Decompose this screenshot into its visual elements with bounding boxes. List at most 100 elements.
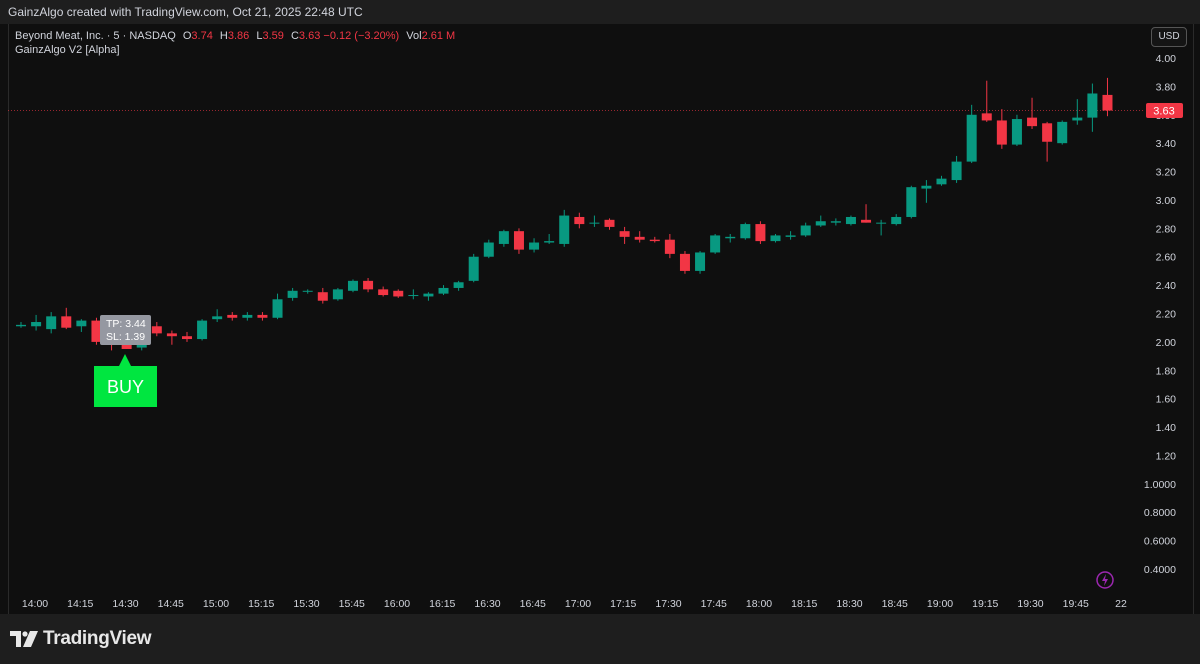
x-tick-label: 18:00 xyxy=(746,598,772,610)
candle xyxy=(604,218,615,230)
y-tick-label: 1.20 xyxy=(1156,450,1177,462)
tp-sl-box: TP: 3.44 SL: 1.39 xyxy=(100,315,151,345)
candle-body xyxy=(46,316,57,330)
x-tick-label: 18:45 xyxy=(882,598,908,610)
candle xyxy=(257,312,268,321)
y-tick-label: 0.8000 xyxy=(1144,507,1176,519)
candle xyxy=(287,287,298,301)
chart-area[interactable] xyxy=(8,24,1194,615)
candle xyxy=(906,185,917,219)
candle-body xyxy=(815,221,826,226)
y-tick-label: 0.6000 xyxy=(1144,536,1176,548)
candle-body xyxy=(1087,93,1098,118)
candle-body xyxy=(740,224,751,239)
y-tick-label: 2.80 xyxy=(1156,223,1177,235)
y-tick-label: 1.60 xyxy=(1156,394,1177,406)
candle-body xyxy=(755,224,766,242)
lightning-icon[interactable] xyxy=(1096,571,1114,589)
candle-body xyxy=(227,314,238,318)
y-tick-label: 3.00 xyxy=(1156,195,1177,207)
candle-body xyxy=(468,256,479,281)
x-tick-label: 17:30 xyxy=(655,598,681,610)
x-tick-label: 19:45 xyxy=(1063,598,1089,610)
candle-body xyxy=(378,289,389,296)
candle-body xyxy=(785,235,796,237)
candle xyxy=(46,312,57,334)
x-tick-label: 18:30 xyxy=(836,598,862,610)
candle-body xyxy=(710,235,721,253)
candle-body xyxy=(423,293,434,297)
candle-body xyxy=(151,326,162,334)
indicator-legend[interactable]: GainzAlgo V2 [Alpha] xyxy=(15,44,120,56)
candle xyxy=(91,317,102,345)
candle xyxy=(423,292,434,301)
candle-body xyxy=(1042,123,1053,142)
candle-body xyxy=(393,290,404,297)
candle xyxy=(830,218,841,226)
candle xyxy=(1072,99,1083,125)
x-tick-label: 14:30 xyxy=(112,598,138,610)
candle-body xyxy=(559,215,570,244)
candle-body xyxy=(981,113,992,121)
symbol-name[interactable]: Beyond Meat, Inc. · 5 · NASDAQ xyxy=(15,30,176,42)
candle xyxy=(529,238,540,253)
x-tick-label: 15:00 xyxy=(203,598,229,610)
candle-body xyxy=(574,216,585,225)
candle xyxy=(981,80,992,122)
y-tick-label: 4.00 xyxy=(1156,53,1177,65)
x-tick-label: 14:45 xyxy=(158,598,184,610)
candle xyxy=(1042,121,1053,162)
tradingview-logo[interactable]: TradingView xyxy=(10,628,152,650)
candle xyxy=(1087,83,1098,132)
candle xyxy=(725,234,736,243)
candle xyxy=(212,309,223,323)
currency-button[interactable]: USD xyxy=(1151,27,1187,47)
tp-label: TP: 3.44 xyxy=(106,318,146,330)
candle-body xyxy=(212,316,223,320)
candle-body xyxy=(16,324,26,327)
low-label: L xyxy=(256,30,263,42)
candle xyxy=(181,331,192,342)
x-tick-label: 17:00 xyxy=(565,598,591,610)
candle-body xyxy=(589,222,600,224)
candle-body xyxy=(800,225,811,236)
candle-body xyxy=(257,314,268,318)
open-value: 3.74 xyxy=(191,30,213,42)
candle xyxy=(197,319,208,341)
candle xyxy=(242,312,253,321)
candle-body xyxy=(121,344,132,349)
x-tick-label: 15:45 xyxy=(339,598,365,610)
candle-body xyxy=(272,299,283,318)
candle xyxy=(589,215,600,227)
candle-body xyxy=(483,242,494,257)
candle-body xyxy=(906,187,917,217)
candle-body xyxy=(438,287,449,294)
candle-body xyxy=(1011,119,1022,145)
candle xyxy=(574,212,585,229)
candle xyxy=(891,214,902,226)
candle xyxy=(453,280,464,291)
candle xyxy=(332,287,343,301)
candle-body xyxy=(1072,117,1083,121)
symbol-legend: Beyond Meat, Inc. · 5 · NASDAQ O3.74 H3.… xyxy=(15,29,455,44)
candle-body xyxy=(31,322,42,327)
buy-signal: BUY xyxy=(94,354,157,407)
candle xyxy=(166,330,177,345)
candle-body xyxy=(861,219,872,223)
x-tick-label: 15:30 xyxy=(293,598,319,610)
candle xyxy=(559,209,570,247)
tradingview-logo-icon xyxy=(10,631,38,647)
candle-body xyxy=(649,239,660,242)
candle-body xyxy=(966,114,977,162)
x-tick-label: 18:15 xyxy=(791,598,817,610)
top-caption-bar: GainzAlgo created with TradingView.com, … xyxy=(0,0,1200,24)
y-tick-label: 1.0000 xyxy=(1144,479,1176,491)
candle xyxy=(483,239,494,259)
y-tick-label: 2.40 xyxy=(1156,280,1177,292)
x-tick-label: 14:00 xyxy=(22,598,48,610)
candles xyxy=(16,77,1113,351)
last-price-tag: 3.63 xyxy=(1146,103,1183,119)
candle xyxy=(302,289,313,294)
candle xyxy=(785,231,796,240)
candle-body xyxy=(725,236,736,239)
